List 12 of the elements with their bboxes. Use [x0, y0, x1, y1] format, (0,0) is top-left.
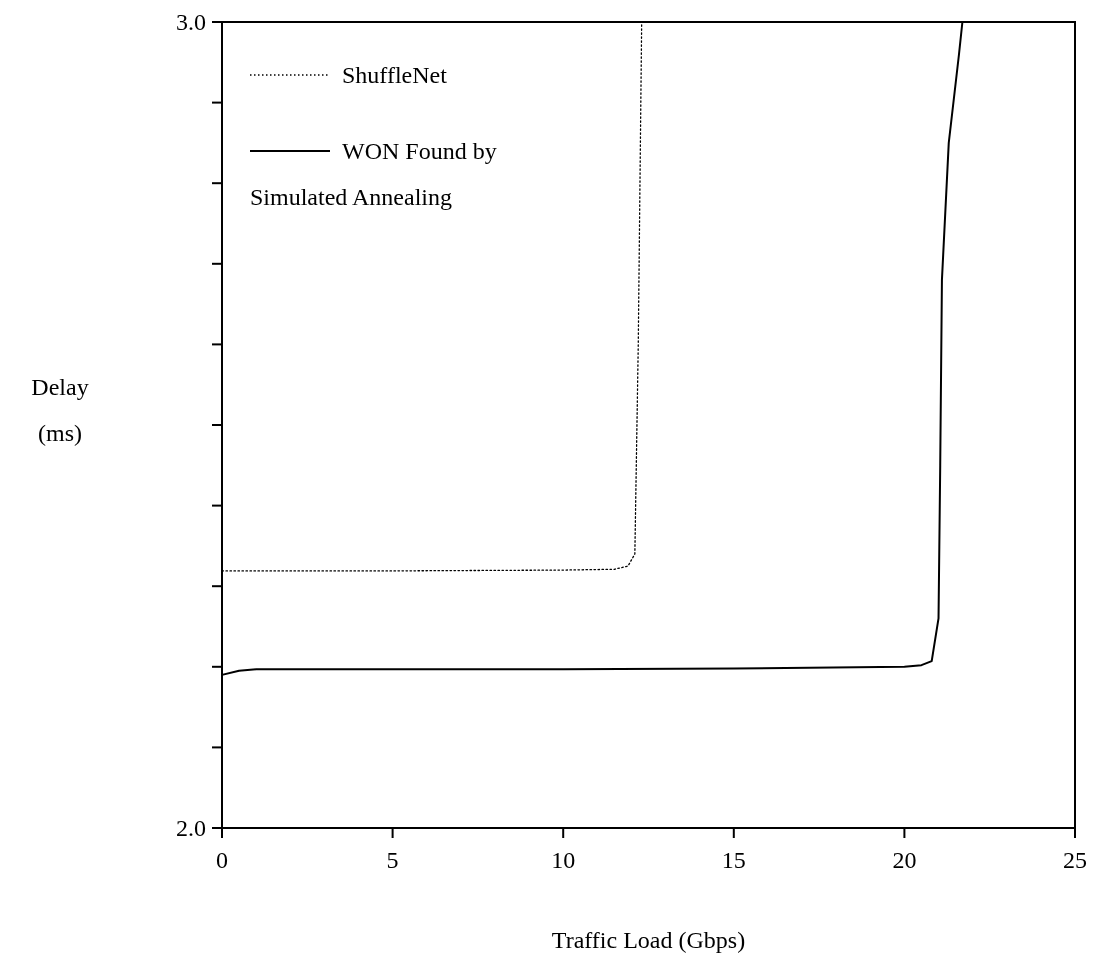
y-tick-label: 2.0	[176, 815, 206, 842]
legend-label: ShuffleNet	[342, 62, 448, 89]
x-tick-label: 10	[551, 847, 576, 873]
x-tick-label: 0	[216, 847, 228, 873]
y-axis-title: Delay (ms)	[31, 374, 89, 446]
x-axis-title: Traffic Load (Gbps)	[551, 927, 746, 953]
x-tick-label: 25	[1063, 847, 1087, 873]
legend-label: WON Found by Simulated Annealing	[250, 138, 497, 211]
y-tick-label: 3.0	[176, 9, 206, 36]
x-tick-label: 15	[721, 847, 746, 873]
x-tick-label: 20	[892, 847, 917, 873]
x-tick-label: 5	[386, 847, 399, 873]
